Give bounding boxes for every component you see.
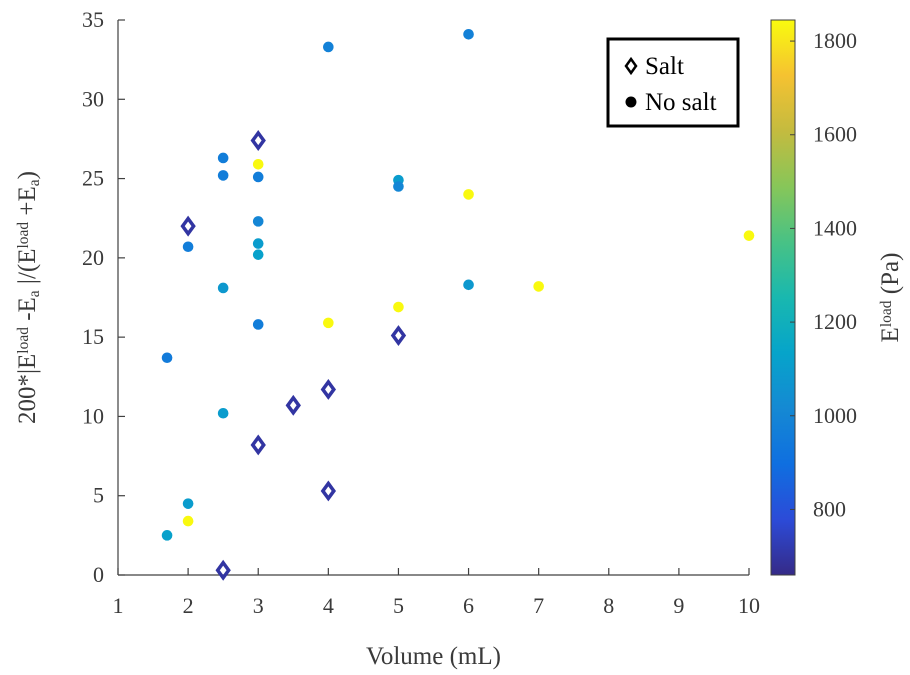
x-tick-label: 2 bbox=[183, 593, 194, 618]
legend: Salt No salt bbox=[608, 39, 738, 126]
colorbar-tick-label: 1800 bbox=[813, 28, 857, 53]
colorbar-tick-label: 1000 bbox=[813, 403, 857, 428]
salt-point bbox=[323, 483, 334, 498]
x-tick-label: 5 bbox=[393, 593, 404, 618]
legend-label: Salt bbox=[645, 53, 684, 80]
x-tick-label: 7 bbox=[533, 593, 544, 618]
x-tick-label: 8 bbox=[603, 593, 614, 618]
no-salt-point bbox=[463, 189, 474, 200]
colorbar-tick-label: 1600 bbox=[813, 122, 857, 147]
no-salt-point bbox=[218, 283, 229, 294]
x-tick-label: 1 bbox=[113, 593, 124, 618]
no-salt-point bbox=[253, 172, 264, 183]
no-salt-point bbox=[323, 318, 334, 329]
colorbar-title: Eload (Pa) bbox=[877, 253, 904, 343]
no-salt-point bbox=[183, 516, 194, 527]
x-tick-label: 10 bbox=[738, 593, 760, 618]
y-tick-label: 15 bbox=[82, 324, 104, 349]
y-tick-label: 5 bbox=[93, 483, 104, 508]
x-tick-label: 6 bbox=[463, 593, 474, 618]
y-tick-label: 20 bbox=[82, 245, 104, 270]
colorbar-tick-label: 1200 bbox=[813, 309, 857, 334]
colorbar: 800 1000 1200 1400 1600 1800 bbox=[771, 20, 857, 575]
x-tick-label: 4 bbox=[323, 593, 334, 618]
y-tick-label: 0 bbox=[93, 562, 104, 587]
y-axis-title: 200*|Eload -Ea |/(Eload +Ea) bbox=[14, 171, 43, 424]
y-tick-label: 25 bbox=[82, 166, 104, 191]
no-salt-point bbox=[253, 159, 264, 170]
no-salt-point bbox=[253, 216, 264, 227]
no-salt-point bbox=[218, 153, 229, 164]
no-salt-point bbox=[463, 280, 474, 291]
legend-circle-icon bbox=[626, 97, 637, 108]
x-axis-title: Volume (mL) bbox=[366, 643, 501, 670]
salt-point bbox=[323, 382, 334, 397]
no-salt-point bbox=[162, 352, 173, 363]
x-tick-label: 3 bbox=[253, 593, 264, 618]
no-salt-point bbox=[393, 302, 404, 313]
no-salt-point bbox=[533, 281, 544, 292]
colorbar-tick-label: 1400 bbox=[813, 215, 857, 240]
x-tick-label: 9 bbox=[673, 593, 684, 618]
legend-label: No salt bbox=[645, 89, 717, 116]
no-salt-point bbox=[744, 230, 755, 241]
salt-point bbox=[183, 219, 194, 234]
no-salt-point bbox=[253, 238, 264, 249]
no-salt-point bbox=[323, 42, 334, 53]
no-salt-point bbox=[162, 530, 173, 541]
colorbar-tick-label: 800 bbox=[813, 496, 846, 521]
no-salt-point bbox=[463, 29, 474, 40]
salt-point bbox=[253, 437, 264, 452]
y-tick-label: 35 bbox=[82, 7, 104, 32]
y-tick-label: 30 bbox=[82, 86, 104, 111]
no-salt-point bbox=[183, 498, 194, 509]
y-tick-label: 10 bbox=[82, 403, 104, 428]
no-salt-point bbox=[183, 241, 194, 252]
no-salt-point bbox=[253, 319, 264, 330]
salt-point bbox=[253, 133, 264, 148]
no-salt-point bbox=[393, 181, 404, 192]
salt-point bbox=[288, 398, 299, 413]
salt-point bbox=[393, 328, 404, 343]
no-salt-point bbox=[218, 408, 229, 419]
colorbar-gradient bbox=[771, 20, 795, 575]
no-salt-point bbox=[253, 249, 264, 260]
no-salt-point bbox=[218, 170, 229, 181]
